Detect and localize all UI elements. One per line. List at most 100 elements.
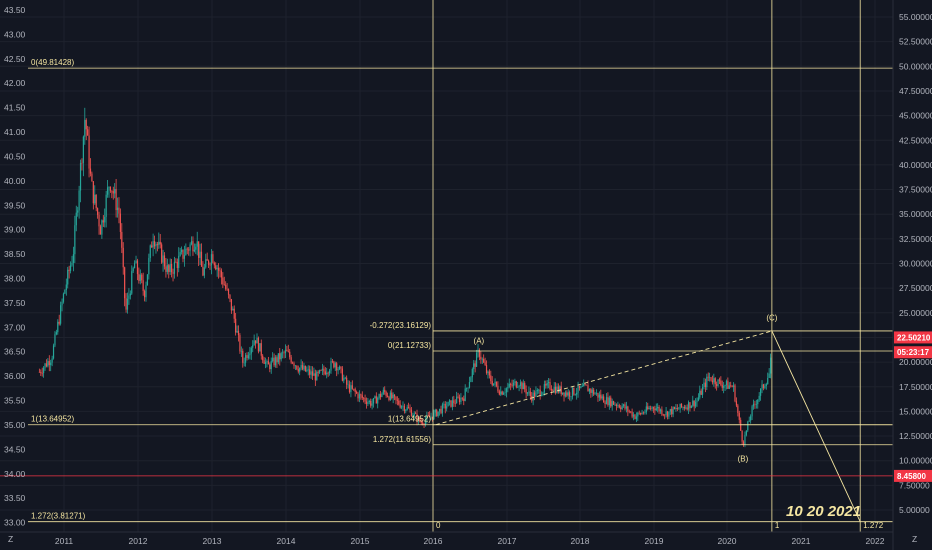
candle-body <box>85 119 87 130</box>
time-axis-tick: 2015 <box>351 536 370 546</box>
candle-body <box>593 389 595 395</box>
candle-body <box>270 361 272 370</box>
candle-body <box>581 386 583 388</box>
candle-body <box>438 408 441 412</box>
candle-body <box>562 392 564 395</box>
candle-body <box>441 404 444 414</box>
candle-body <box>253 340 255 346</box>
candle-body <box>299 367 301 372</box>
candle-body <box>528 391 530 393</box>
candle-body <box>419 417 421 422</box>
candle-body <box>754 403 756 405</box>
candle-body <box>364 398 366 402</box>
price-tag-text: 22.50210 <box>897 333 931 342</box>
candle-body <box>357 393 359 399</box>
candle-body <box>232 308 234 311</box>
candle-body <box>737 405 739 413</box>
candle-body <box>580 386 582 389</box>
candle-body <box>557 386 560 392</box>
candle-body <box>354 389 356 393</box>
candle-body <box>634 414 636 419</box>
candle-body <box>111 190 113 192</box>
candle-body <box>98 214 100 227</box>
candle-body <box>750 416 752 421</box>
time-axis-tick: 2018 <box>571 536 590 546</box>
candle-body <box>585 384 588 386</box>
candle-body <box>139 274 141 281</box>
candle-body <box>371 403 373 406</box>
candle-body <box>183 255 186 259</box>
candle-body <box>678 408 680 410</box>
time-axis-tick: 2022 <box>866 536 885 546</box>
candle-body <box>564 392 567 397</box>
right-price-axis[interactable]: 55.00000 52.50000 50.00000 47.50000 45.00000… <box>892 0 932 550</box>
candle-body <box>313 373 315 376</box>
candle-body <box>101 220 103 235</box>
candle-body <box>501 391 503 395</box>
candle-body <box>458 397 461 403</box>
candle-body <box>644 412 646 414</box>
candle-body <box>556 386 558 393</box>
candle-body <box>340 366 342 369</box>
candle-body <box>512 382 515 386</box>
candle-body <box>683 407 685 409</box>
candlestick-series <box>38 107 772 448</box>
candle-body <box>718 379 721 381</box>
candle-body <box>553 386 555 391</box>
candle-body <box>121 231 123 248</box>
candle-body <box>624 404 626 409</box>
time-fib-label: 1.272 <box>863 521 884 530</box>
candle-body <box>704 382 707 388</box>
candle-body <box>235 318 237 333</box>
candle-body <box>693 400 695 407</box>
candle-body <box>676 407 678 410</box>
candle-body <box>331 361 334 362</box>
candle-body <box>175 261 177 263</box>
candle-body <box>220 270 223 278</box>
candle-body <box>471 369 473 378</box>
candle-body <box>303 365 305 370</box>
candle-body <box>62 293 65 302</box>
candle-body <box>87 129 89 136</box>
candle-body <box>41 372 43 374</box>
candle-body <box>416 413 418 422</box>
candle-body <box>410 409 413 417</box>
candle-body <box>81 162 83 164</box>
candle-body <box>608 397 610 406</box>
grid-lines <box>0 0 893 532</box>
candle-body <box>685 407 687 409</box>
candle-body <box>760 388 762 396</box>
candle-body <box>250 347 252 354</box>
candle-body <box>54 334 56 346</box>
left-price-axis[interactable]: 43.50 43.00 42.50 42.00 41.50 41.00 40.50 40.00… <box>4 5 26 528</box>
candle-body <box>709 377 711 378</box>
candle-body <box>163 255 166 267</box>
time-axis[interactable]: 2011 2012 2013 2014 2015 2016 2017 2018 2019 2020… <box>0 531 893 546</box>
candle-body <box>436 409 438 417</box>
candle-body <box>493 383 495 386</box>
candle-body <box>65 284 67 291</box>
candle-body <box>431 416 434 420</box>
right-axis-tick: 27.50000 <box>899 283 932 293</box>
candle-body <box>82 136 84 163</box>
candle-body <box>665 411 667 415</box>
left-axis-tick: 36.00 <box>4 371 26 381</box>
candle-body <box>347 384 349 386</box>
fib-level-label: 1(13.64952) <box>31 415 74 424</box>
time-axis-tick: 2019 <box>645 536 664 546</box>
right-axis-tick: 30.00000 <box>899 259 932 269</box>
candle-body <box>169 263 171 272</box>
candle-body <box>728 385 730 389</box>
candle-body <box>254 340 257 344</box>
left-axis-tick: 39.50 <box>4 200 26 210</box>
candle-body <box>724 385 726 387</box>
candle-body <box>171 263 173 273</box>
candle-body <box>382 389 384 394</box>
candle-body <box>590 389 592 393</box>
candle-body <box>104 216 106 223</box>
candle-body <box>721 384 723 388</box>
candle-body <box>427 415 429 417</box>
candle-body <box>481 358 483 360</box>
